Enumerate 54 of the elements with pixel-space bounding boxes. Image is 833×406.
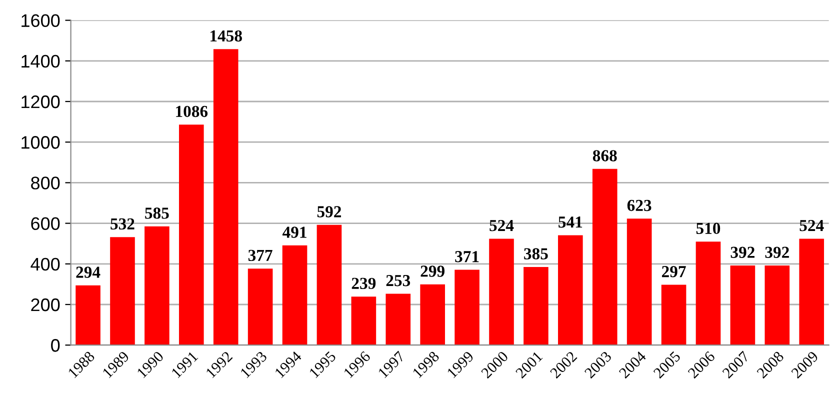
y-tick-label: 800 [31,176,60,190]
data-label: 592 [317,206,342,218]
data-label: 299 [420,266,444,277]
bar [524,266,548,346]
bar [592,168,618,346]
bar [696,242,721,346]
data-label: 239 [352,278,376,290]
data-label: 510 [696,222,720,234]
data-label: 253 [386,274,410,286]
bar [213,49,238,346]
y-tick-label: 600 [31,217,60,230]
data-label: 541 [558,216,582,228]
y-tick-label: 1600 [22,14,60,28]
data-label: 532 [110,218,134,230]
bar [110,237,135,346]
bar [316,224,342,346]
bar [178,124,204,346]
data-label: 1086 [176,106,208,118]
bar [489,238,514,346]
bar [764,266,790,346]
data-label: 491 [282,226,306,238]
y-tick-label: 200 [31,298,60,312]
data-label: 1458 [210,30,242,42]
bar [730,266,756,346]
bar [386,294,411,346]
data-label: 524 [800,220,824,232]
bar [454,270,480,346]
y-tick-label: 1200 [22,95,60,108]
data-label: 868 [592,150,617,162]
data-label: 297 [662,266,686,278]
bar [661,284,686,346]
data-label: 294 [76,266,100,278]
y-tick-label: 1000 [22,136,60,149]
data-label: 392 [765,246,789,258]
bar [144,226,170,346]
bar [76,285,100,346]
y-tick-label: 400 [30,258,60,271]
data-label: 585 [145,208,169,219]
bar [420,284,445,346]
bar [626,218,652,346]
bar [248,268,273,346]
bar [558,235,583,346]
data-label: 371 [455,251,479,262]
data-label: 623 [627,200,652,212]
data-label: 392 [730,246,754,258]
bar [351,296,376,346]
x-tick-label: 1991 [171,350,198,378]
data-label: 377 [248,250,272,262]
y-tick-label: 1400 [22,54,60,68]
bar [799,238,824,346]
y-tick-label: 0 [51,339,60,352]
data-label: 385 [524,248,548,260]
data-label: 524 [490,220,514,232]
bar [282,245,308,346]
